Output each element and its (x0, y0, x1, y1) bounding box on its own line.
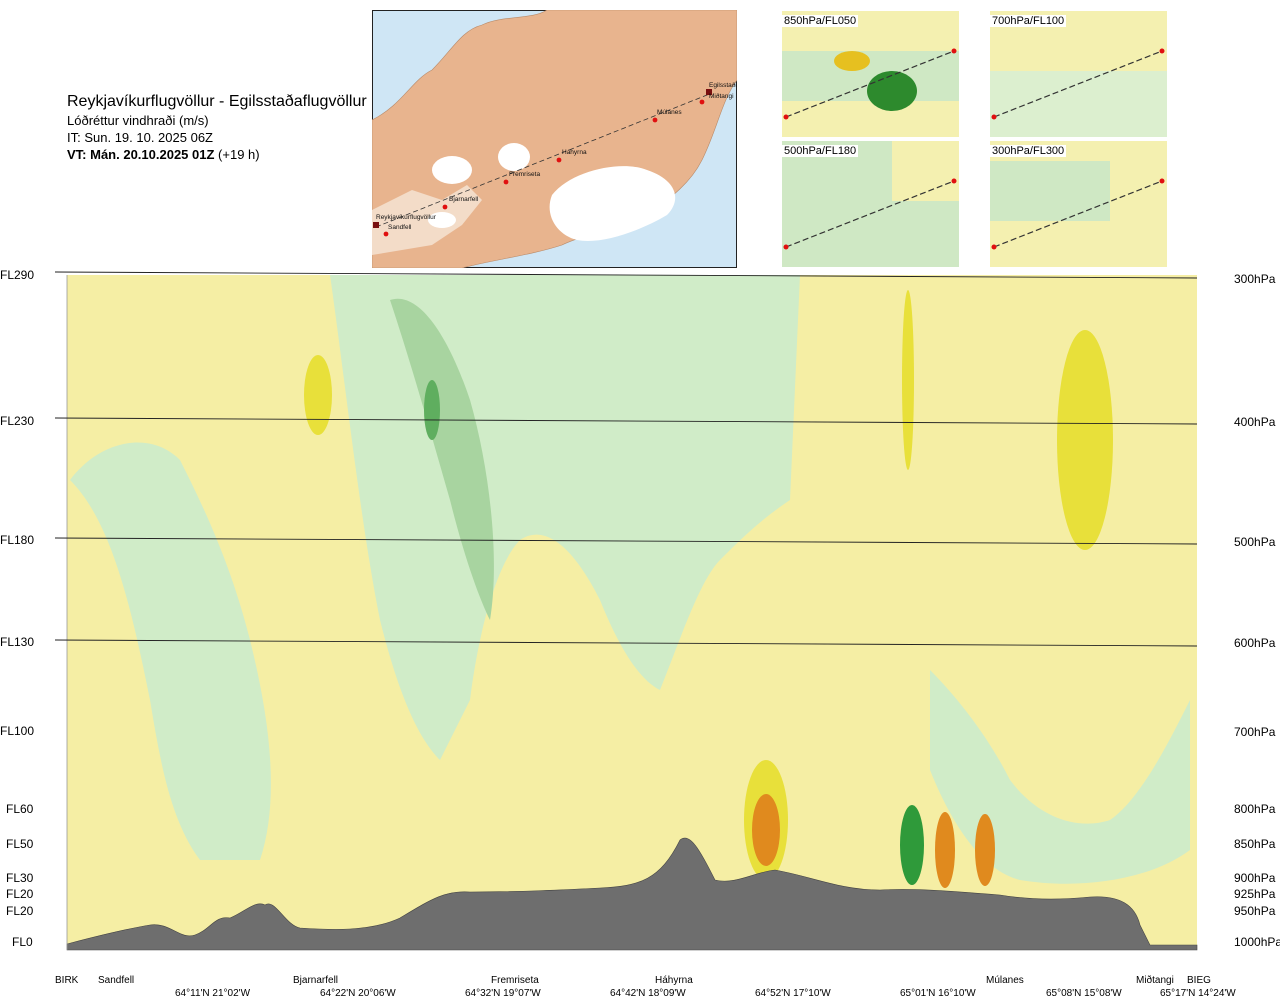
map-label-bjarnarfell: Bjarnarfell (449, 196, 479, 203)
waypoint-label: Miðtangi (1136, 975, 1174, 986)
glacier-hofsjokull (498, 143, 530, 171)
map-label-midtangi: Miðtangi (709, 92, 734, 100)
chart-subtitle: Lóðréttur vindhraði (m/s) (67, 113, 209, 128)
right-axis-label: 500hPa (1234, 535, 1276, 549)
wind-barb-rows (54, 271, 1198, 647)
updraft-region (304, 355, 332, 435)
glacier-vatnajokull (549, 166, 676, 241)
arrival-marker (706, 89, 712, 95)
downdraft-region (930, 670, 1190, 884)
waypoint-label: Háhyrna (655, 975, 693, 986)
route-map: Reykjavíkurflugvöllur Sandfell Bjarnarfe… (372, 10, 737, 268)
map-label-sandfell: Sandfell (388, 224, 412, 231)
right-axis-label: 300hPa (1234, 272, 1276, 286)
coord-label: 64°22'N 20°06'W (320, 988, 396, 999)
map-label-fremriseta: Fremriseta (509, 171, 540, 178)
waypoint-label: Bjarnarfell (293, 975, 339, 986)
issue-time: IT: Sun. 19. 10. 2025 06Z (67, 130, 213, 145)
left-axis-label: FL50 (6, 837, 34, 851)
left-axis-label: FL230 (0, 414, 35, 428)
right-axis-label: 850hPa (1234, 837, 1276, 851)
right-axis-label: 800hPa (1234, 802, 1276, 816)
thumbnail-title: 300hPa/FL300 (990, 145, 1067, 157)
left-axis-label: FL60 (6, 802, 34, 816)
thumbnail-500hpa[interactable] (782, 141, 959, 267)
coord-label: 65°17'N 14°24'W (1160, 988, 1236, 999)
left-axis-label: FL0 (12, 935, 33, 949)
chart-header: Reykjavíkurflugvöllur - Egilsstaðaflugvö… (67, 92, 367, 163)
downdraft-core (424, 380, 440, 440)
valid-time-line: VT: Mán. 20.10.2025 01Z (+19 h) (67, 146, 367, 163)
chart-title: Reykjavíkurflugvöllur - Egilsstaðaflugvö… (67, 93, 367, 110)
thumbnail-300hpa[interactable] (990, 141, 1167, 267)
terrain-profile (66, 837, 1198, 951)
left-axis-label: FL290 (0, 268, 35, 282)
left-axis-label: FL130 (0, 635, 35, 649)
waypoint-dot (699, 99, 705, 105)
left-axis-label: FL20 (6, 887, 34, 901)
waypoint-dot (383, 231, 389, 237)
thumbnail-700hpa[interactable] (990, 11, 1167, 137)
map-label-egilsstadir: Egilsstaðir (709, 81, 737, 89)
valid-time: VT: Mán. 20.10.2025 01Z (67, 147, 215, 162)
right-axis-label: 700hPa (1234, 725, 1276, 739)
strong-updraft (752, 794, 780, 866)
waypoint-dot (442, 204, 448, 210)
coord-label: 65°08'N 15°08'W (1046, 988, 1122, 999)
downdraft-region (70, 442, 271, 860)
waypoint-label: BIRK (55, 975, 79, 986)
map-label-reykjavik: Reykjavíkurflugvöllur (376, 214, 437, 221)
map-label-hahyrna: Háhyrna (562, 149, 587, 156)
left-axis-label: FL100 (0, 724, 35, 738)
glacier-langjokull (432, 156, 472, 184)
strong-downdraft (900, 805, 924, 885)
waypoint-dot (503, 179, 509, 185)
right-axis-label: 950hPa (1234, 904, 1276, 918)
waypoint-label: Sandfell (98, 975, 135, 986)
waypoint-label: BIEG (1187, 975, 1211, 986)
coord-label: 64°11'N 21°02'W (175, 988, 251, 999)
right-axis-label: 1000hPa (1234, 935, 1280, 949)
right-axis-label: 600hPa (1234, 636, 1276, 650)
coord-label: 65°01'N 16°10'W (900, 988, 976, 999)
route-line (375, 92, 713, 228)
glacier-eyjafjallajokull (428, 212, 456, 228)
waypoint-dot (556, 157, 562, 163)
left-axis-label: FL20 (6, 904, 34, 918)
waypoint-dot (652, 117, 658, 123)
waypoint-label: Fremriseta (491, 975, 539, 986)
thumbnail-title: 850hPa/FL050 (782, 15, 859, 27)
right-axis-label: 900hPa (1234, 871, 1276, 885)
left-axis-label: FL180 (0, 533, 35, 547)
coord-label: 64°52'N 17°10'W (755, 988, 831, 999)
strong-updraft (975, 814, 995, 886)
updraft-region (902, 290, 914, 470)
coord-label: 64°32'N 19°07'W (465, 988, 541, 999)
coord-label: 64°42'N 18°09'W (610, 988, 686, 999)
updraft-region (1057, 330, 1113, 550)
departure-marker (373, 222, 379, 228)
valid-offset: (+19 h) (218, 147, 260, 162)
left-axis-label: FL30 (6, 871, 34, 885)
thumbnail-title: 700hPa/FL100 (990, 15, 1067, 27)
right-axis-label: 400hPa (1234, 415, 1276, 429)
downdraft-core (390, 298, 494, 620)
lowland (372, 185, 482, 255)
thumbnail-title: 500hPa/FL180 (782, 145, 859, 157)
waypoint-label: Múlanes (986, 975, 1024, 986)
strong-updraft (935, 812, 955, 888)
right-axis-label: 925hPa (1234, 887, 1276, 901)
thumbnail-850hpa[interactable] (782, 11, 959, 137)
map-label-mulanes: Múlanes (657, 109, 682, 116)
